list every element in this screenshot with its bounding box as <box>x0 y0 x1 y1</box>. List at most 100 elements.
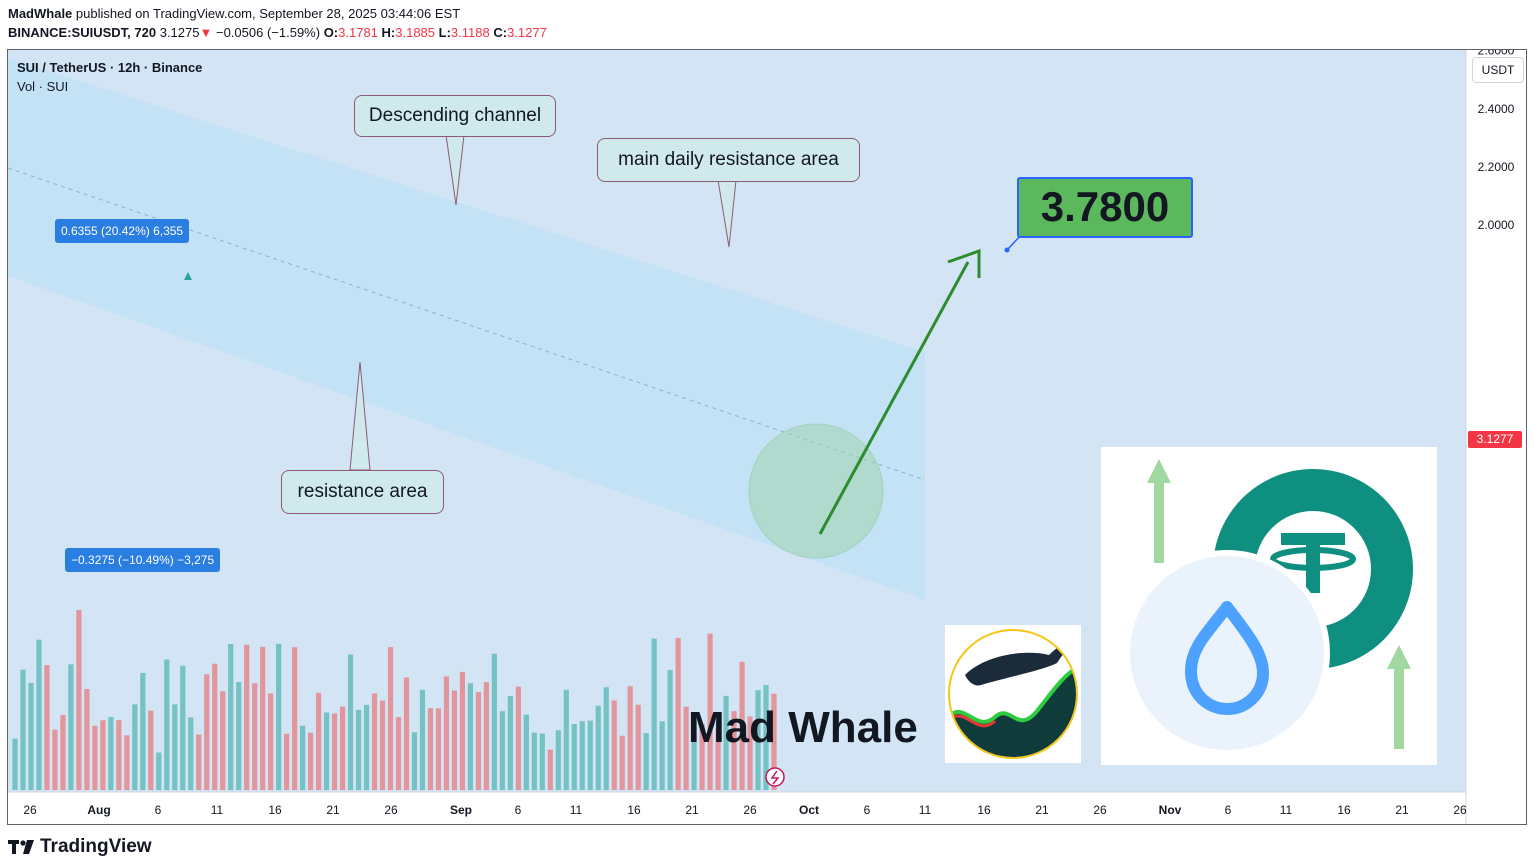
volume-bar <box>276 643 282 790</box>
volume-bar <box>363 704 370 790</box>
volume-bar <box>659 721 665 790</box>
volume-bar <box>180 665 186 790</box>
x-tick-label: 26 <box>1093 803 1107 817</box>
volume-bar <box>148 710 154 790</box>
x-tick-label: 21 <box>1395 803 1409 817</box>
time-axis[interactable] <box>8 792 1466 825</box>
projection-arrow[interactable] <box>818 261 970 535</box>
volume-bar <box>164 659 170 790</box>
volume-bar <box>68 664 74 790</box>
volume-bar <box>419 689 426 790</box>
currency-button[interactable]: USDT <box>1472 57 1524 83</box>
volume-bar <box>459 671 466 790</box>
x-tick-label: 21 <box>326 803 340 817</box>
x-tick-label: 21 <box>685 803 699 817</box>
volume-bar <box>196 734 202 790</box>
volume-bar <box>483 682 489 790</box>
volume-bar <box>292 647 298 790</box>
x-tick-label: 16 <box>268 803 282 817</box>
x-tick-label: 11 <box>211 803 224 817</box>
volume-bar <box>244 644 250 790</box>
lightning-icon[interactable] <box>765 767 785 787</box>
volume-bar <box>220 691 226 790</box>
volume-bar <box>507 695 513 790</box>
y-tick-label: 2.2000 <box>1478 160 1515 174</box>
volume-bar <box>731 711 737 790</box>
watermark-text: Mad Whale <box>688 703 918 752</box>
x-tick-label: Oct <box>799 803 819 817</box>
x-tick-label: 26 <box>743 803 757 817</box>
resistance-area-label[interactable]: resistance area <box>281 470 444 514</box>
ohlc-line: BINANCE:SUIUSDT, 720 3.1275▼ −0.0506 (−1… <box>8 25 547 40</box>
sui-logo-icon <box>1124 550 1330 756</box>
volume-bar <box>547 749 553 790</box>
volume-bar <box>563 689 569 790</box>
up-arrow-icon <box>1147 459 1171 563</box>
volume-bar <box>76 610 82 790</box>
footer-brand[interactable]: TradingView <box>8 836 152 858</box>
x-tick-label: 6 <box>515 803 522 817</box>
x-tick-label: Nov <box>1159 803 1182 817</box>
volume-bar <box>52 729 58 790</box>
volume-bar <box>699 723 705 790</box>
publish-line: MadWhale published on TradingView.com, S… <box>8 6 460 21</box>
y-tick-label: 2.4000 <box>1478 102 1515 116</box>
volume-legend: Vol · SUI <box>17 79 69 94</box>
open-label: O: <box>323 25 339 40</box>
volume-bar <box>451 690 458 790</box>
x-tick-label: 6 <box>155 803 162 817</box>
volume-bar <box>603 687 609 790</box>
support-circle[interactable] <box>748 423 884 559</box>
high-label: H: <box>381 25 396 40</box>
volume-bar <box>635 704 641 790</box>
volume-bar <box>387 647 394 790</box>
close-value: 3.1277 <box>507 25 547 40</box>
y-tick-label: 2.6000 <box>1478 50 1515 58</box>
main-resistance-label[interactable]: main daily resistance area <box>597 138 860 182</box>
coin-logos <box>1101 447 1437 765</box>
x-tick-label: Aug <box>87 803 110 817</box>
volume-bar <box>308 732 314 790</box>
volume-bar <box>92 725 98 790</box>
volume-bar <box>44 665 50 790</box>
arrow-head-icon <box>947 248 981 278</box>
volume-bar <box>100 720 106 790</box>
measure-down-label: −0.3275 (−10.49%) −3,275 <box>65 548 221 572</box>
x-tick-label: 11 <box>570 803 583 817</box>
volume-bar <box>771 693 777 790</box>
volume-bar <box>268 693 274 790</box>
volume-bar <box>491 653 497 790</box>
descending-channel-label[interactable]: Descending channel <box>354 95 556 137</box>
last-price-tag: 3.1277 <box>1468 431 1522 448</box>
open-value: 3.1781 <box>338 25 378 40</box>
volume-bar <box>36 639 42 790</box>
volume-bar <box>28 682 34 790</box>
volume-bar <box>571 724 577 790</box>
volume-bar <box>539 733 545 790</box>
signal-marker-icon <box>184 272 192 280</box>
volume-bar <box>515 686 521 790</box>
volume-bar <box>595 705 601 790</box>
volume-bar <box>403 677 410 790</box>
volume-bar <box>188 717 194 790</box>
volume-bar <box>579 721 585 790</box>
volume-bar <box>683 706 689 790</box>
target-price-label[interactable]: 3.7800 <box>1017 177 1193 238</box>
author[interactable]: MadWhale <box>8 6 73 21</box>
volume-bar <box>435 708 442 790</box>
up-arrow-icon <box>1387 645 1411 749</box>
x-tick-label: 26 <box>1453 803 1467 817</box>
footer-brand-text: TradingView <box>40 836 152 857</box>
x-tick-label: 26 <box>384 803 398 817</box>
volume-bar <box>427 708 434 790</box>
volume-bar <box>651 638 657 790</box>
target-point <box>1004 247 1010 253</box>
volume-bar <box>723 695 729 790</box>
volume-bar <box>499 711 505 790</box>
volume-bar <box>284 733 290 790</box>
x-tick-label: 16 <box>977 803 991 817</box>
x-tick-label: 11 <box>919 803 932 817</box>
descending-channel[interactable] <box>8 58 925 600</box>
close-label: C: <box>493 25 508 40</box>
symbol: BINANCE:SUIUSDT, 720 <box>8 25 157 40</box>
